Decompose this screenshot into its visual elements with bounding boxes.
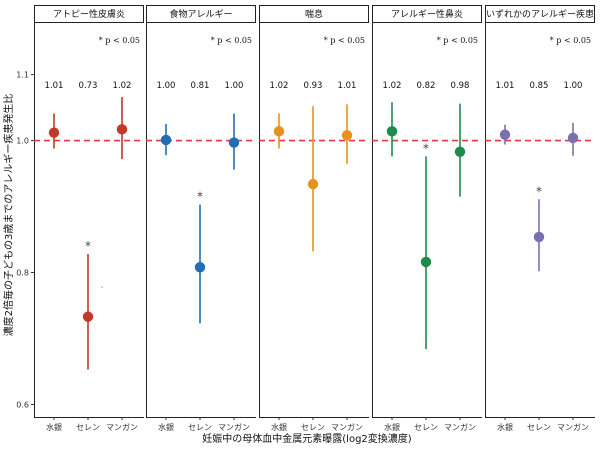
x-tick-label: セレン <box>76 423 100 432</box>
facet-title: アレルギー性鼻炎 <box>391 8 463 20</box>
p-value-note: * p < 0.05 <box>324 36 365 45</box>
estimate-label: 0.82 <box>417 81 436 91</box>
significance-star: * <box>197 190 203 204</box>
x-tick-label: 水銀 <box>46 422 62 432</box>
estimate-label: 0.81 <box>191 81 210 91</box>
p-value-note: * p < 0.05 <box>550 36 591 45</box>
x-tick-label: セレン <box>414 423 438 432</box>
p-value-note: * p < 0.05 <box>211 36 252 45</box>
estimate-label: 0.85 <box>530 81 549 91</box>
facet-title: 食物アレルギー <box>169 8 232 20</box>
x-tick-label: マンガン <box>218 422 250 432</box>
y-tick-label: 1.0 <box>16 137 29 146</box>
y-axis-title: 濃度2倍毎の子どもの3歳までのアレルギー疾患発生比 <box>2 94 15 337</box>
facet-strip <box>372 5 482 23</box>
point-estimate <box>533 231 545 243</box>
estimate-label: 1.02 <box>113 81 132 91</box>
point-estimate <box>420 256 432 268</box>
x-tick-label: マンガン <box>106 422 138 432</box>
y-tick-label: 0.6 <box>16 401 29 410</box>
x-tick-label: セレン <box>188 423 212 432</box>
p-value-note: * p < 0.05 <box>437 36 478 45</box>
x-tick-label: マンガン <box>557 422 589 432</box>
x-tick-label: 水銀 <box>497 422 513 432</box>
point-estimate <box>116 124 128 135</box>
dot-mark: · <box>101 283 104 292</box>
point-estimate <box>228 137 240 148</box>
estimate-label: 0.73 <box>79 81 98 91</box>
y-tick-label: 1.1 <box>16 71 29 80</box>
x-axis-title: 妊娠中の母体血中金属元素曝露(log2変換濃度) <box>202 432 412 445</box>
facet-strip <box>34 5 144 23</box>
facet-strip <box>485 5 595 23</box>
estimate-label: 0.98 <box>451 81 470 91</box>
facet-strip <box>259 5 369 23</box>
x-tick-label: セレン <box>527 423 551 432</box>
point-estimate <box>567 132 579 144</box>
point-estimate <box>341 130 353 141</box>
significance-star: * <box>423 141 429 155</box>
p-value-note: * p < 0.05 <box>99 36 140 45</box>
estimate-label: 1.01 <box>45 81 64 91</box>
estimate-label: 1.02 <box>383 81 402 91</box>
point-estimate <box>307 178 319 190</box>
estimate-label: 1.00 <box>225 81 244 91</box>
point-estimate <box>386 126 398 137</box>
point-estimate <box>48 127 60 138</box>
significance-star: * <box>85 239 91 253</box>
point-estimate <box>273 126 285 137</box>
x-tick-label: マンガン <box>331 422 363 432</box>
facet-strip <box>146 5 256 23</box>
estimate-label: 1.01 <box>338 81 357 91</box>
x-tick-label: 水銀 <box>384 422 400 432</box>
facet-title: いずれかのアレルギー疾患 <box>486 8 594 20</box>
point-estimate <box>160 134 172 146</box>
significance-star: * <box>536 184 542 198</box>
point-estimate <box>194 262 206 273</box>
x-tick-label: セレン <box>301 423 325 432</box>
point-estimate <box>499 129 511 140</box>
facet-title: 喘息 <box>305 8 323 20</box>
x-tick-label: 水銀 <box>158 422 174 432</box>
x-tick-label: マンガン <box>444 422 476 432</box>
estimate-label: 1.01 <box>496 81 515 91</box>
point-estimate <box>82 311 94 322</box>
estimate-label: 1.00 <box>564 81 583 91</box>
estimate-label: 1.00 <box>157 81 176 91</box>
estimate-label: 1.02 <box>270 81 289 91</box>
x-tick-label: 水銀 <box>271 422 287 432</box>
estimate-label: 0.93 <box>304 81 323 91</box>
facet-title: アトピー性皮膚炎 <box>53 8 125 20</box>
point-estimate <box>454 146 466 157</box>
y-tick-label: 0.8 <box>16 269 29 278</box>
